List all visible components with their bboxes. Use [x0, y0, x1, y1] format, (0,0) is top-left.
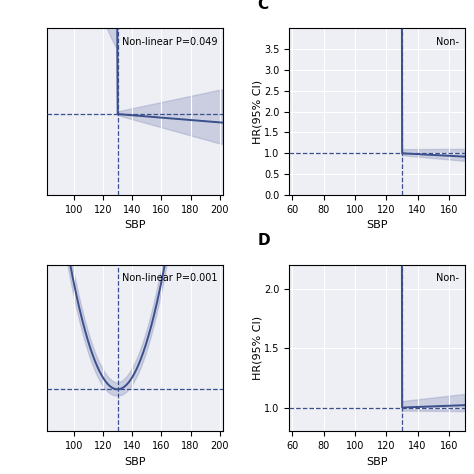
- X-axis label: SBP: SBP: [124, 456, 146, 466]
- Y-axis label: HR(95% CI): HR(95% CI): [253, 316, 263, 380]
- X-axis label: SBP: SBP: [366, 220, 388, 230]
- Text: Non-linear P=0.049: Non-linear P=0.049: [122, 37, 218, 47]
- Text: Non-linear P=0.001: Non-linear P=0.001: [122, 273, 218, 283]
- Y-axis label: HR(95% CI): HR(95% CI): [253, 80, 263, 144]
- Text: D: D: [258, 233, 270, 248]
- X-axis label: SBP: SBP: [366, 456, 388, 466]
- Text: C: C: [258, 0, 269, 12]
- X-axis label: SBP: SBP: [124, 220, 146, 230]
- Text: Non-: Non-: [436, 273, 459, 283]
- Text: Non-: Non-: [436, 37, 459, 47]
